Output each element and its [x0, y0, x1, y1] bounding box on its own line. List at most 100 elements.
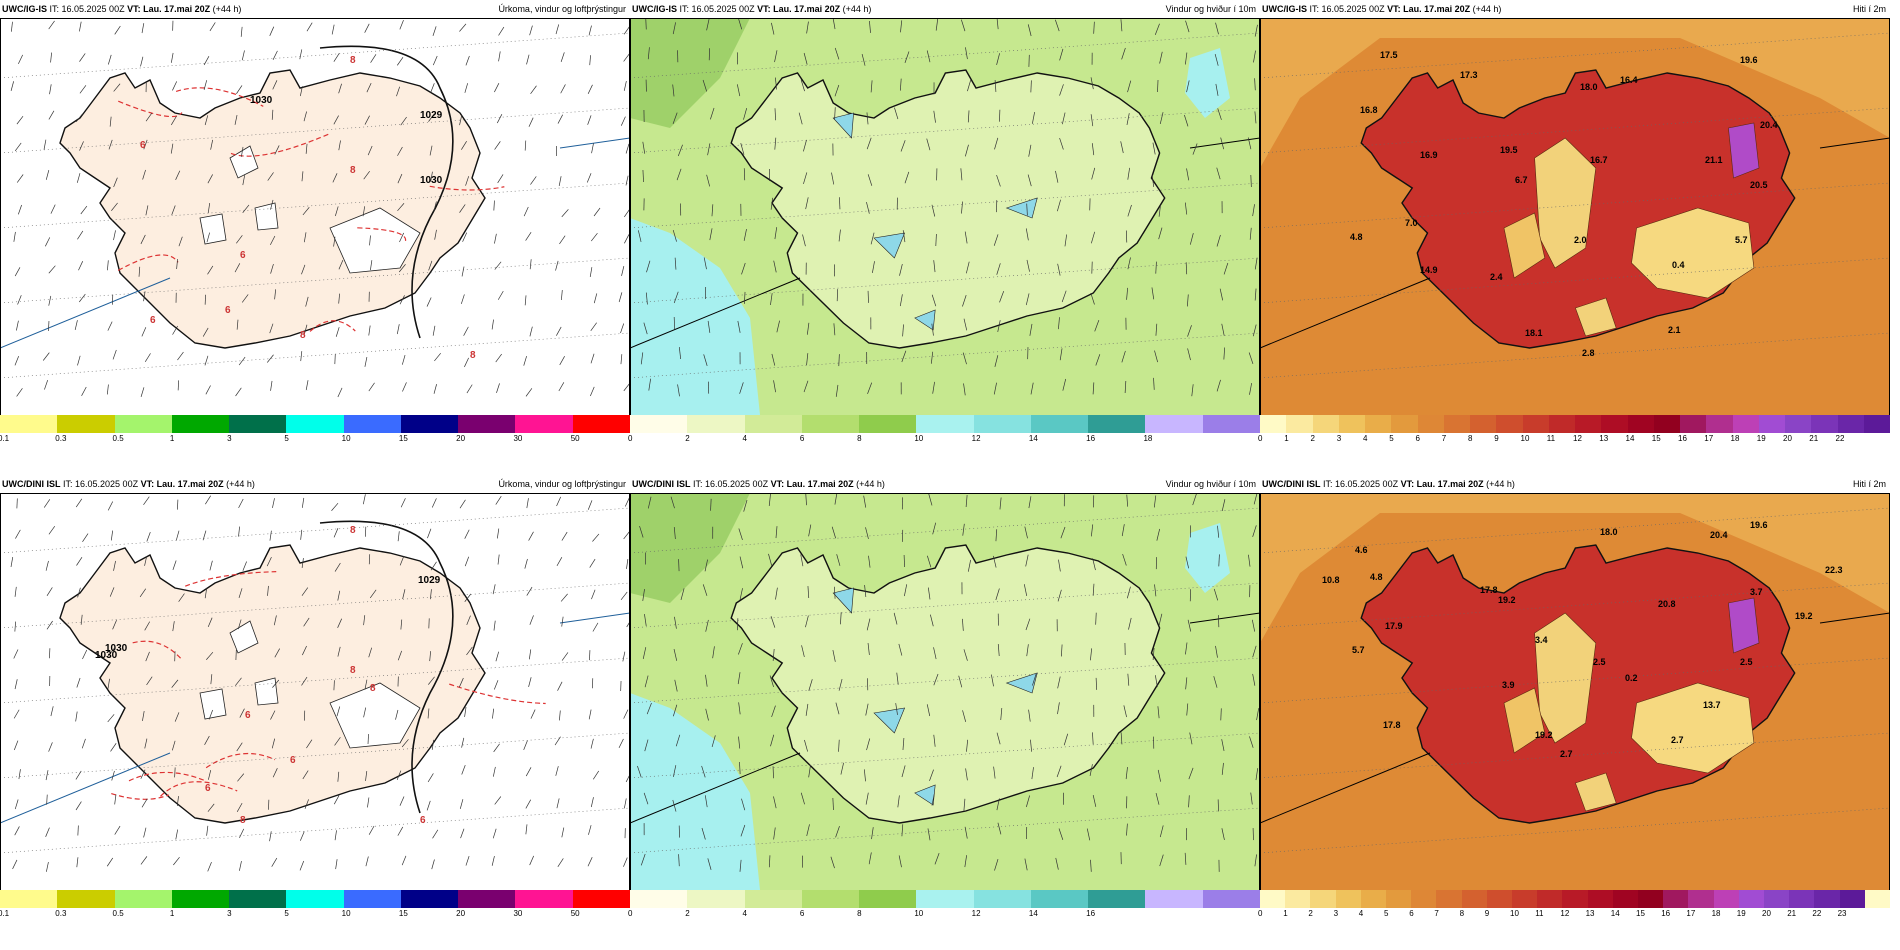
wind-barb [1254, 111, 1257, 124]
colorbar-swatch [916, 415, 974, 433]
wind-barb [498, 26, 505, 36]
wind-barb [1025, 554, 1029, 567]
wind-barb [1155, 323, 1158, 336]
wind-barb [335, 206, 339, 217]
wind-barb [995, 588, 1000, 601]
wind-barb [337, 618, 343, 628]
wind-barb [592, 770, 600, 780]
wind-barb [369, 235, 371, 246]
wind-barb [926, 704, 931, 717]
wind-barb [1028, 496, 1032, 509]
wind-barb [560, 52, 565, 62]
wind-barb [175, 829, 179, 840]
panel-header: UWC/IG-IS IT: 16.05.2025 00Z VT: Lau. 17… [630, 0, 1260, 18]
wind-barb [996, 53, 1000, 65]
wind-barb [930, 614, 934, 627]
wind-barb [50, 52, 52, 63]
temperature-label: 20.8 [1658, 599, 1676, 609]
wind-barb [1221, 828, 1225, 841]
domain-boundary [1260, 277, 1431, 349]
colorbar-tick-label: 6 [1415, 434, 1420, 443]
wind-barb [866, 201, 870, 214]
colorbar-swatch [801, 890, 860, 908]
wind-barb [525, 824, 528, 835]
wind-barb [1023, 584, 1028, 596]
wind-barb [1189, 732, 1193, 745]
lead-time: (+44 h) [842, 4, 872, 14]
wind-barb [964, 855, 967, 868]
wind-barb [302, 770, 309, 780]
wind-barb [495, 496, 502, 505]
wind-barb [270, 380, 273, 391]
wind-barb [432, 829, 439, 839]
valid-time: Lau. 17.mai 20Z [156, 479, 224, 489]
wind-barb [557, 114, 563, 124]
wind-barb [1249, 382, 1252, 395]
pressure-label: 1030 [105, 643, 128, 654]
wind-barb [963, 318, 968, 331]
model-name: UWC/IG-IS [632, 4, 677, 14]
colorbar-swatch [1260, 415, 1287, 433]
wind-barb [1158, 204, 1161, 217]
wind-barb [430, 561, 437, 571]
wind-barb [706, 18, 710, 31]
wind-barb [270, 199, 274, 210]
wind-barb [79, 53, 86, 62]
wind-barb [675, 734, 681, 747]
wind-barb [1250, 174, 1252, 187]
wind-barb [831, 526, 836, 539]
colorbar-tick-label: 1 [1283, 909, 1288, 918]
colorbar-tick-label: 6 [799, 909, 805, 918]
wind-barb [1187, 619, 1192, 632]
wind-barb [14, 586, 17, 597]
wind-barb [1030, 382, 1034, 395]
wind-barb [1254, 24, 1258, 37]
glacier [229, 145, 259, 179]
panel-header: UWC/DINI ISL IT: 16.05.2025 00Z VT: Lau.… [0, 475, 630, 493]
wind-barb [770, 734, 775, 747]
colorbar-swatch [1088, 415, 1146, 433]
wind-barb [140, 387, 145, 397]
wind-barb [1126, 494, 1128, 507]
wind-barb [1254, 288, 1257, 301]
wind-barb [145, 205, 149, 216]
wind-barb [673, 527, 676, 540]
wind-barb [808, 765, 811, 778]
colorbar-tick-label: 10 [341, 909, 351, 918]
wind-barb [202, 530, 207, 541]
map-panel: UWC/IG-IS IT: 16.05.2025 00Z VT: Lau. 17… [1258, 0, 1890, 475]
wind-barb [1249, 227, 1252, 240]
colorbar-tick-label: 1 [169, 434, 175, 443]
lead-time: (+44 h) [1486, 479, 1515, 489]
wind-barb [145, 651, 150, 662]
wind-barb [587, 84, 593, 94]
wind-barb [363, 707, 367, 718]
colorbar-tick-label: 4 [1358, 909, 1364, 918]
wind-barb [804, 739, 808, 752]
wind-barb [140, 769, 146, 779]
wind-barb [269, 26, 275, 36]
wind-barb [703, 257, 707, 270]
wind-barb [1029, 323, 1033, 336]
iceland-landmass [1360, 69, 1796, 349]
wind-barb [82, 533, 89, 543]
wind-barb [301, 558, 304, 569]
wind-barb [1026, 203, 1028, 216]
wind-barb [368, 382, 375, 392]
wind-barb [900, 20, 903, 33]
wind-barb [300, 529, 303, 540]
wind-barb [1095, 354, 1101, 366]
wind-barb [427, 773, 434, 783]
wind-barb [1123, 705, 1127, 718]
temperature-label: 4.8 [1370, 572, 1383, 582]
precip-contour [175, 87, 264, 107]
wind-barb [896, 672, 899, 685]
wind-barb [774, 227, 778, 240]
colorbar-tick-label: 16 [1086, 909, 1096, 918]
map-canvas [630, 493, 1260, 890]
wind-barb [205, 385, 211, 395]
wind-barb [999, 497, 1002, 510]
wind-barb [773, 827, 776, 840]
colorbar-swatch [1486, 890, 1513, 908]
wind-barb [1058, 828, 1064, 841]
